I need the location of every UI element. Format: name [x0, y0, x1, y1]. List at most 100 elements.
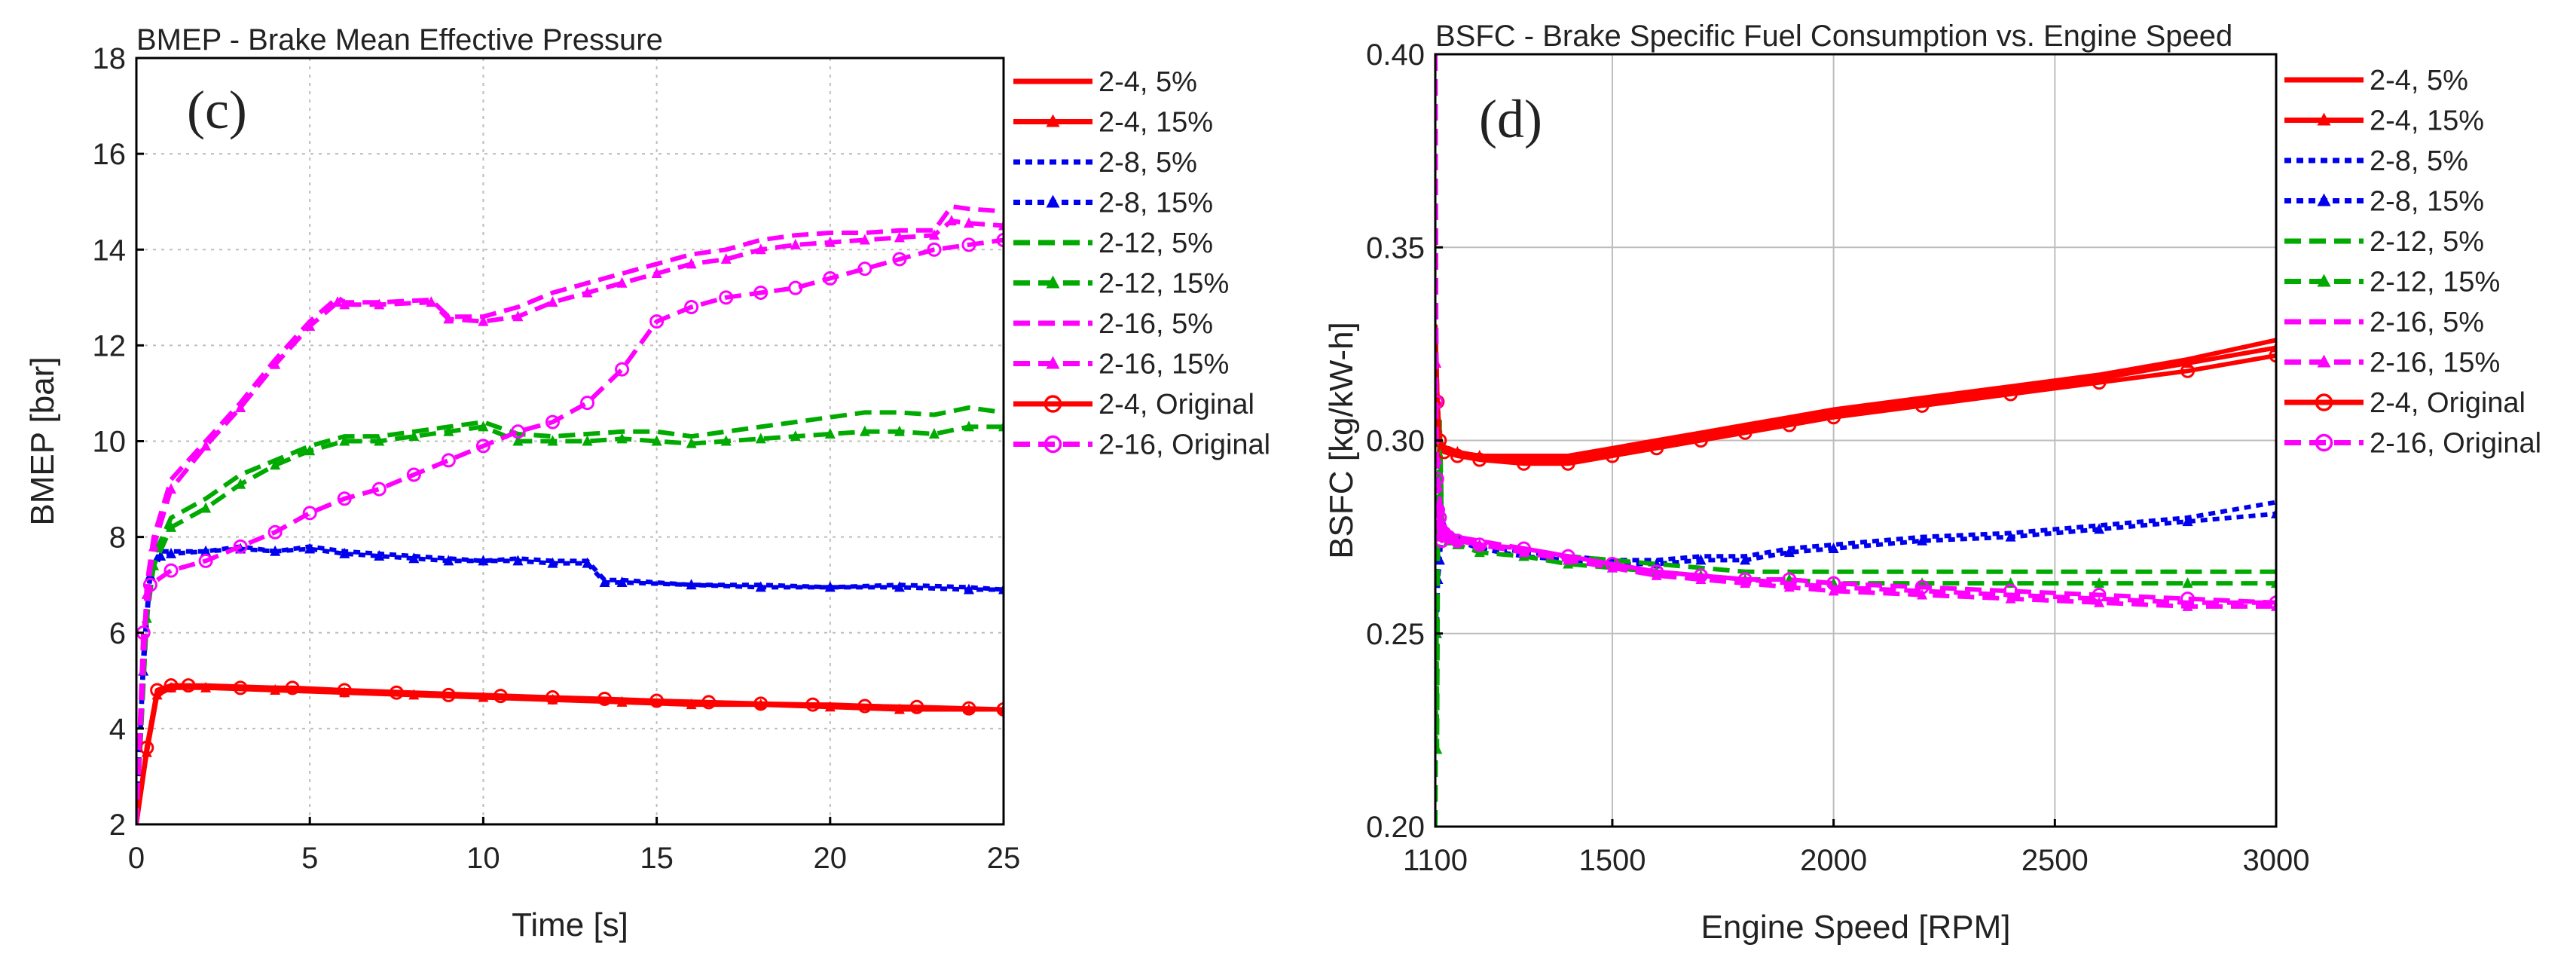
series-marker-9 — [163, 563, 179, 578]
series-marker-9 — [1737, 572, 1752, 587]
x-tick-label: 20 — [814, 842, 848, 875]
series-line-6 — [136, 204, 1004, 824]
series-marker-3 — [1917, 534, 1928, 546]
series-line-7 — [136, 219, 1004, 824]
series-line-9 — [136, 237, 1004, 824]
series-marker-3 — [1828, 543, 1839, 553]
axes: 0 5 10 15 20 25 2 4 6 8 10 12 14 16 18 — [93, 42, 1021, 875]
legend-label: 2-16, 5% — [1099, 308, 1213, 340]
legend-item: 2-4, 5% — [2284, 65, 2468, 96]
series-marker-3 — [616, 576, 628, 588]
series-marker-7 — [720, 252, 732, 264]
legend-label: 2-16, 15% — [2370, 347, 2500, 379]
y-tick-label: 16 — [93, 138, 127, 171]
series-marker-3 — [200, 545, 212, 556]
x-tick-label: 15 — [640, 842, 674, 875]
legend-label: 2-4, 5% — [2370, 65, 2468, 96]
series-marker-7 — [166, 483, 177, 494]
x-tick-label: 2000 — [1800, 844, 1867, 877]
legend-marker — [1046, 194, 1060, 208]
legend-label: 2-12, 15% — [2370, 267, 2500, 298]
series-marker-3 — [998, 583, 1004, 595]
legend-item: 2-16, 5% — [1013, 308, 1213, 340]
legend-label: 2-8, 15% — [2370, 186, 2484, 218]
legend-marker — [1044, 395, 1062, 413]
series-marker-9 — [475, 439, 490, 454]
legend-marker — [1046, 356, 1060, 369]
legend-item: 2-12, 5% — [2284, 226, 2484, 258]
y-tick-label: 0.30 — [1366, 425, 1425, 458]
series-marker-9 — [2180, 592, 2196, 607]
legend-item: 2-16, 5% — [2284, 307, 2484, 338]
series-marker-8 — [441, 687, 456, 702]
series-marker-3 — [304, 543, 316, 554]
series-marker-8 — [1472, 452, 1487, 467]
x-axis-label: Time [s] — [512, 906, 628, 943]
legend-item: 2-12, 5% — [1013, 228, 1213, 259]
y-tick-label: 12 — [93, 329, 127, 362]
series-marker-9 — [510, 424, 525, 439]
series-marker-9 — [1782, 572, 1797, 587]
legend-label: 2-12, 5% — [2370, 226, 2484, 258]
series-marker-9 — [684, 300, 699, 315]
y-tick-label: 0.35 — [1366, 231, 1425, 264]
series-marker-8 — [1450, 448, 1465, 463]
series-marker-9 — [267, 524, 283, 540]
legend-marker — [1044, 435, 1062, 454]
series-marker-9 — [719, 290, 734, 305]
series-marker-7 — [235, 402, 246, 413]
legend-label: 2-4, 5% — [1099, 66, 1197, 98]
series-marker-8 — [337, 683, 352, 698]
y-tick-label: 18 — [93, 42, 127, 75]
y-tick-label: 4 — [109, 713, 126, 746]
series-marker-7 — [755, 243, 766, 255]
series-marker-7 — [790, 238, 801, 249]
series-marker-7 — [824, 236, 836, 247]
legend-item: 2-4, 15% — [1013, 107, 1213, 139]
legend-label: 2-16, Original — [1099, 430, 1270, 461]
legend-item: 2-4, 15% — [2284, 105, 2484, 137]
series-marker-9 — [142, 577, 157, 592]
y-axis-label: BSFC [kg/kW-h] — [1323, 322, 1360, 559]
series-marker-7 — [332, 296, 344, 307]
series-marker-3 — [339, 547, 350, 558]
legend-marker — [2317, 274, 2331, 287]
x-tick-label: 25 — [987, 842, 1021, 875]
legend-item: 2-16, Original — [2284, 428, 2541, 460]
series-group — [136, 204, 1004, 824]
y-tick-label: 0.25 — [1366, 618, 1425, 651]
series-marker-7 — [200, 439, 212, 451]
series-marker-5 — [790, 430, 801, 442]
series-marker-8 — [1782, 417, 1797, 433]
series-marker-8 — [493, 689, 508, 704]
legend-item: 2-12, 15% — [1013, 268, 1229, 300]
legend-item: 2-4, Original — [2284, 387, 2526, 419]
series-marker-3 — [963, 583, 974, 595]
series-marker-5 — [235, 478, 246, 489]
legend-item: 2-8, 15% — [1013, 188, 1213, 219]
series-marker-3 — [374, 550, 385, 561]
series-marker-5 — [582, 435, 593, 446]
chart-title: BSFC - Brake Specific Fuel Consumption v… — [1435, 20, 2232, 53]
series-marker-8 — [389, 685, 404, 700]
series-marker-3 — [755, 581, 766, 592]
series-line-8 — [1435, 324, 2276, 466]
series-marker-9 — [1605, 557, 1620, 571]
series-marker-9 — [2092, 588, 2107, 602]
series-marker-3 — [582, 557, 593, 568]
series-marker-5 — [478, 420, 489, 432]
series-marker-3 — [1740, 554, 1751, 565]
series-marker-9 — [1435, 472, 1444, 487]
series-marker-8 — [545, 690, 560, 705]
series-marker-8 — [1693, 433, 1708, 448]
legend-marker — [2315, 393, 2333, 411]
x-tick-label: 5 — [301, 842, 318, 875]
series-marker-9 — [996, 233, 1004, 248]
legend-label: 2-8, 5% — [2370, 145, 2468, 177]
series-marker-3 — [824, 581, 836, 592]
x-tick-label: 1100 — [1403, 844, 1468, 877]
series-group — [1435, 53, 2276, 827]
series-marker-9 — [823, 271, 838, 286]
series-marker-5 — [2182, 577, 2193, 588]
